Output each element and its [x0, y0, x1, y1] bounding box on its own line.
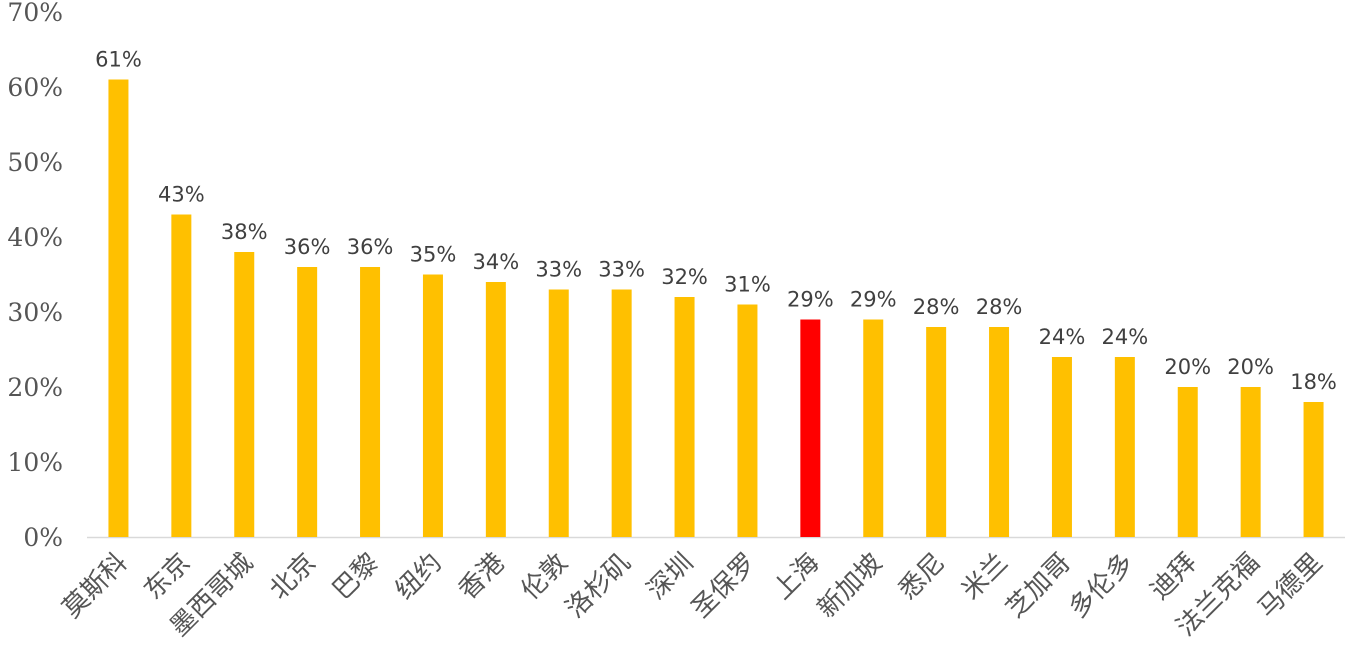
data-label: 28%: [913, 295, 960, 319]
bar-8: [548, 289, 569, 537]
data-label: 34%: [473, 250, 520, 274]
bar-12: [800, 319, 821, 537]
bar-14: [926, 327, 947, 537]
y-axis-tick-labels: 0% 10% 20% 30% 40% 50% 60% 70%: [7, 0, 63, 552]
category-label: 新加坡: [812, 548, 888, 624]
data-label: 43%: [158, 183, 205, 207]
category-label: 多伦多: [1063, 548, 1139, 624]
data-label: 38%: [221, 220, 268, 244]
bar-16: [1051, 357, 1072, 537]
bar-7: [485, 282, 506, 537]
category-label: 马德里: [1252, 548, 1328, 624]
bar-10: [674, 297, 695, 537]
data-label: 29%: [850, 288, 897, 312]
y-tick-label: 70%: [7, 0, 63, 27]
category-label: 圣保罗: [686, 548, 762, 624]
category-label: 纽约: [390, 548, 448, 606]
data-label: 36%: [284, 235, 331, 259]
bars: [108, 79, 1324, 537]
data-label: 24%: [1039, 325, 1086, 349]
bar-9: [611, 289, 632, 537]
bar-2: [171, 214, 192, 537]
bar-20: [1303, 402, 1324, 537]
data-labels: 61% 43% 38% 36% 36% 35% 34% 33% 33% 32% 31% 29% 29% 2…: [95, 48, 1337, 395]
bar-1: [108, 79, 129, 537]
y-tick-label: 30%: [7, 298, 63, 327]
data-label: 28%: [976, 295, 1023, 319]
data-label: 29%: [787, 288, 834, 312]
y-tick-label: 0%: [23, 523, 63, 552]
data-label: 61%: [95, 48, 142, 72]
bar-5: [360, 267, 381, 537]
data-label: 32%: [661, 265, 708, 289]
category-label: 悉尼: [893, 548, 951, 606]
bar-4: [297, 267, 318, 537]
bar-3: [234, 252, 255, 537]
y-tick-label: 50%: [7, 148, 63, 177]
category-label: 香港: [453, 548, 511, 606]
bar-6: [422, 274, 443, 537]
bar-13: [863, 319, 884, 537]
data-label: 31%: [724, 273, 771, 297]
y-tick-label: 10%: [7, 448, 63, 477]
data-label: 36%: [347, 235, 394, 259]
bar-11: [737, 304, 758, 537]
y-tick-label: 60%: [7, 73, 63, 102]
data-label: 33%: [535, 258, 582, 282]
category-label: 北京: [264, 548, 322, 606]
category-label: 芝加哥: [1001, 548, 1077, 624]
data-label: 24%: [1102, 325, 1149, 349]
y-tick-label: 40%: [7, 223, 63, 252]
bar-19: [1240, 387, 1261, 537]
data-label: 33%: [598, 258, 645, 282]
category-label: 莫斯科: [57, 548, 133, 624]
data-label: 35%: [410, 243, 457, 267]
data-label: 20%: [1164, 355, 1211, 379]
bar-18: [1177, 387, 1198, 537]
data-label: 18%: [1290, 370, 1337, 394]
bar-17: [1114, 357, 1135, 537]
category-label: 巴黎: [327, 548, 385, 606]
category-label: 洛杉矶: [560, 548, 636, 624]
bar-15: [989, 327, 1010, 537]
y-tick-label: 20%: [7, 373, 63, 402]
data-label: 20%: [1227, 355, 1274, 379]
